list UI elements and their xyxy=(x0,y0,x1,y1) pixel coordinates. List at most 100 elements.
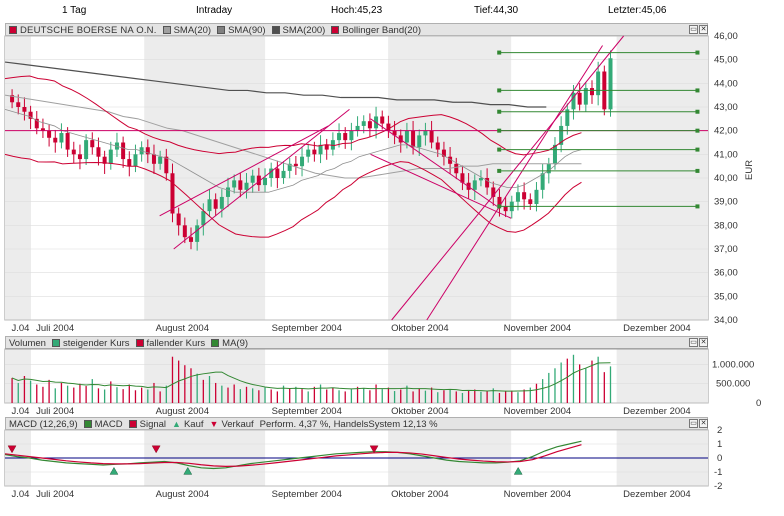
legend-sell: ▼ Verkauf xyxy=(210,419,254,430)
legend-signal: Signal xyxy=(128,419,166,430)
candle-body xyxy=(546,163,551,174)
legend-buy: ▲ Kauf xyxy=(172,419,203,430)
sell-triangle-icon: ▼ xyxy=(209,419,219,429)
candle-body xyxy=(540,173,545,190)
volume-x-tick-label: Oktober 2004 xyxy=(391,406,449,417)
candle-body xyxy=(201,211,206,226)
candle-body xyxy=(361,121,366,126)
candle-body xyxy=(96,147,101,157)
candle-body xyxy=(355,125,360,131)
low-value: Tief:44,30 xyxy=(474,5,519,16)
trend-line xyxy=(391,35,625,321)
minimize-icon[interactable]: ▭ xyxy=(689,419,698,428)
candle-body xyxy=(571,92,576,110)
candle-body xyxy=(250,175,255,183)
candle-body xyxy=(392,130,397,136)
price-legend: DEUTSCHE BOERSE NA O.N. SMA(20) SMA(90) … xyxy=(9,24,421,36)
mode-label[interactable]: Intraday xyxy=(196,5,233,16)
close-icon[interactable]: ✕ xyxy=(699,338,708,347)
legend-sma90: SMA(90) xyxy=(217,25,266,36)
legend-swatch-macd xyxy=(83,420,92,428)
top-info-bar: 1 Tag Intraday Hoch:45,23 Tief:44,30 Let… xyxy=(0,0,784,18)
candle-body xyxy=(213,199,218,209)
price-y-tick-label: 39,00 xyxy=(714,197,738,208)
price-unit-label: EUR xyxy=(744,160,755,180)
legend-swatch-sma20 xyxy=(162,26,171,34)
candle-body xyxy=(478,178,483,181)
macd-line xyxy=(4,440,582,470)
candle-body xyxy=(275,168,280,178)
candle-body xyxy=(151,154,156,164)
minimize-icon[interactable]: ▭ xyxy=(689,25,698,34)
macd-y-tick-label: -2 xyxy=(714,481,722,492)
level-marker xyxy=(497,128,502,133)
candle-body xyxy=(59,133,64,143)
sell-marker xyxy=(151,445,161,454)
minimize-icon[interactable]: ▭ xyxy=(689,338,698,347)
legend-label-sell: Verkauf xyxy=(221,418,254,430)
legend-swatch-rising xyxy=(51,339,60,347)
legend-falling: fallender Kurs xyxy=(135,337,206,349)
candle-body xyxy=(417,135,422,148)
legend-swatch-falling xyxy=(135,339,144,347)
candle-body xyxy=(65,133,70,150)
candle-body xyxy=(435,142,440,150)
level-marker xyxy=(497,109,502,114)
volume-y-tick-label: 1.000.000 xyxy=(712,359,754,370)
volume-x-tick-label: J.04 xyxy=(12,406,30,417)
price-y-tick-label: 35,00 xyxy=(714,291,738,302)
sma90-line xyxy=(4,94,582,179)
price-x-tick-label: September 2004 xyxy=(272,323,342,334)
candle-body xyxy=(596,71,601,96)
candle-body xyxy=(318,144,323,155)
macd-legend: MACD (12,26,9) MACD Signal ▲ Kauf ▼ Verkau… xyxy=(9,418,438,430)
level-marker xyxy=(497,147,502,152)
price-y-tick-label: 34,00 xyxy=(714,315,738,326)
candle-body xyxy=(559,125,564,145)
trend-line xyxy=(173,108,350,250)
candle-body xyxy=(40,128,45,131)
volume-y-tick-label: 0 xyxy=(756,398,761,409)
price-x-tick-label: Dezember 2004 xyxy=(623,323,691,334)
volume-x-tick-label: Juli 2004 xyxy=(36,406,74,417)
candle-body xyxy=(491,187,496,197)
macd-y-tick-label: 1 xyxy=(717,439,722,450)
price-y-tick-label: 45,00 xyxy=(714,55,738,66)
candle-body xyxy=(608,58,613,110)
candle-body xyxy=(380,116,385,124)
buy-triangle-icon: ▲ xyxy=(172,419,181,429)
candle-body xyxy=(411,130,416,148)
legend-label-buy: Kauf xyxy=(183,418,204,430)
legend-swatch-signal xyxy=(128,420,137,428)
candle-body xyxy=(503,206,508,212)
level-marker xyxy=(497,168,502,173)
candle-body xyxy=(485,178,490,188)
candle-body xyxy=(528,199,533,205)
candle-body xyxy=(90,140,95,148)
candle-body xyxy=(281,170,286,178)
candle-body xyxy=(244,182,249,190)
legend-swatch-bollinger xyxy=(331,26,340,34)
close-icon[interactable]: ✕ xyxy=(699,419,708,428)
legend-label-falling: fallender Kurs xyxy=(146,337,206,349)
legend-label-stock: DEUTSCHE BOERSE NA O.N. xyxy=(20,24,157,36)
period-label[interactable]: 1 Tag xyxy=(62,5,87,16)
volume-legend: Volumen steigender Kurs fallender Kurs M… xyxy=(9,337,248,349)
candle-body xyxy=(386,123,391,131)
candle-body xyxy=(102,156,107,164)
bollinger-lower-line xyxy=(4,153,582,238)
level-marker xyxy=(695,168,700,173)
candle-body xyxy=(448,156,453,164)
candle-body xyxy=(398,135,403,143)
volume-month-band xyxy=(616,349,708,403)
price-y-tick-label: 46,00 xyxy=(714,31,738,42)
candle-body xyxy=(84,140,89,160)
candle-body xyxy=(589,88,594,96)
candle-body xyxy=(182,225,187,238)
legend-rising: steigender Kurs xyxy=(51,338,130,349)
legend-label-bollinger: Bollinger Band(20) xyxy=(342,24,421,36)
candle-body xyxy=(232,180,237,188)
close-icon[interactable]: ✕ xyxy=(699,25,708,34)
legend-label-sma200: SMA(200) xyxy=(282,24,326,36)
